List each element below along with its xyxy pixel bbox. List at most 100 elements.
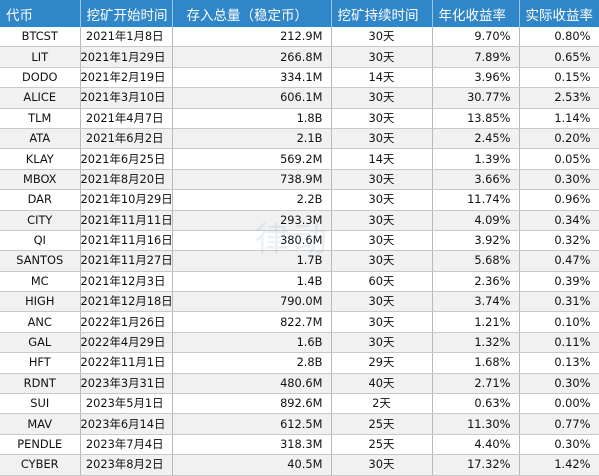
cell-start-date: 2021年6月2日 (80, 128, 173, 150)
cell-actual-yield: 0.11% (519, 332, 599, 354)
cell-token: HIGH (0, 291, 81, 313)
cell-token: LIT (0, 46, 81, 68)
table-row: DODO 2021年2月19日 334.1M 14天 3.96% 0.15% (0, 67, 599, 89)
cell-actual-yield: 2.53% (519, 87, 599, 109)
cell-total-deposit: 334.1M (172, 67, 332, 89)
table-row: MC 2021年12月3日 1.4B 60天 2.36% 0.39% (0, 271, 599, 293)
table-row: QI 2021年11月16日 380.6M 30天 3.92% 0.32% (0, 230, 599, 252)
cell-start-date: 2023年8月2日 (80, 454, 173, 476)
cell-duration: 30天 (331, 250, 433, 272)
cell-apr: 2.36% (432, 271, 520, 293)
cell-total-deposit: 266.8M (172, 46, 332, 68)
cell-duration: 30天 (331, 108, 433, 129)
cell-apr: 5.68% (432, 250, 520, 272)
table-row: HFT 2022年11月1日 2.8B 29天 1.68% 0.13% (0, 352, 599, 374)
cell-total-deposit: 790.0M (172, 291, 332, 313)
cell-actual-yield: 0.05% (519, 148, 599, 170)
cell-token: KLAY (0, 148, 81, 170)
cell-duration: 30天 (331, 454, 433, 476)
header-total-deposit: 存入总量（稳定币） (172, 0, 332, 27)
cell-duration: 25天 (331, 413, 433, 435)
table-row: RDNT 2023年3月31日 480.6M 40天 2.71% 0.30% (0, 373, 599, 395)
table-row: HIGH 2021年12月18日 790.0M 30天 3.74% 0.31% (0, 291, 599, 313)
cell-total-deposit: 1.4B (172, 271, 332, 293)
cell-duration: 14天 (331, 67, 433, 89)
cell-duration: 30天 (331, 332, 433, 354)
table-row: KLAY 2021年6月25日 569.2M 14天 1.39% 0.05% (0, 148, 599, 170)
cell-duration: 60天 (331, 271, 433, 293)
table-row: LIT 2021年1月29日 266.8M 30天 7.89% 0.65% (0, 46, 599, 68)
cell-actual-yield: 0.96% (519, 189, 599, 211)
cell-actual-yield: 0.10% (519, 311, 599, 333)
header-token: 代币 (0, 0, 81, 27)
cell-token: RDNT (0, 373, 81, 395)
cell-token: TLM (0, 108, 81, 129)
cell-token: MBOX (0, 169, 81, 191)
cell-duration: 2天 (331, 393, 433, 415)
header-row: 代币 挖矿开始时间 存入总量（稳定币） 挖矿持续时间 年化收益率 实际收益率 (0, 0, 599, 27)
cell-token: PENDLE (0, 434, 81, 456)
header-start-date: 挖矿开始时间 (80, 0, 173, 27)
cell-duration: 30天 (331, 291, 433, 313)
cell-total-deposit: 569.2M (172, 148, 332, 170)
table-row: TLM 2021年4月7日 1.8B 30天 13.85% 1.14% (0, 108, 599, 129)
cell-duration: 14天 (331, 148, 433, 170)
cell-start-date: 2021年3月10日 (80, 87, 173, 109)
cell-duration: 30天 (331, 87, 433, 109)
cell-start-date: 2022年11月1日 (80, 352, 173, 374)
cell-duration: 30天 (331, 128, 433, 150)
cell-apr: 3.66% (432, 169, 520, 191)
cell-duration: 30天 (331, 311, 433, 333)
cell-start-date: 2023年6月14日 (80, 413, 173, 435)
cell-total-deposit: 606.1M (172, 87, 332, 109)
cell-start-date: 2022年4月29日 (80, 332, 173, 354)
cell-total-deposit: 293.3M (172, 210, 332, 231)
table-row: ALICE 2021年3月10日 606.1M 30天 30.77% 2.53% (0, 87, 599, 109)
cell-duration: 30天 (331, 46, 433, 68)
table-row: MAV 2023年6月14日 612.5M 25天 11.30% 0.77% (0, 413, 599, 435)
cell-apr: 11.74% (432, 189, 520, 211)
cell-apr: 1.39% (432, 148, 520, 170)
cell-total-deposit: 380.6M (172, 230, 332, 252)
cell-token: CYBER (0, 454, 81, 476)
cell-total-deposit: 480.6M (172, 373, 332, 395)
cell-apr: 17.32% (432, 454, 520, 476)
cell-token: ALICE (0, 87, 81, 109)
cell-token: ATA (0, 128, 81, 150)
cell-start-date: 2021年1月8日 (80, 27, 173, 48)
cell-total-deposit: 1.7B (172, 250, 332, 272)
table-row: SANTOS 2021年11月27日 1.7B 30天 5.68% 0.47% (0, 250, 599, 272)
header-actual-yield: 实际收益率 (519, 0, 599, 27)
cell-duration: 30天 (331, 169, 433, 191)
cell-start-date: 2021年2月19日 (80, 67, 173, 89)
cell-start-date: 2021年1月29日 (80, 46, 173, 68)
cell-apr: 1.21% (432, 311, 520, 333)
cell-actual-yield: 0.31% (519, 291, 599, 313)
cell-apr: 3.96% (432, 67, 520, 89)
cell-duration: 25天 (331, 434, 433, 456)
cell-total-deposit: 2.1B (172, 128, 332, 150)
cell-start-date: 2021年8月20日 (80, 169, 173, 191)
cell-apr: 2.71% (432, 373, 520, 395)
cell-total-deposit: 892.6M (172, 393, 332, 415)
cell-start-date: 2021年11月11日 (80, 210, 173, 231)
cell-token: ANC (0, 311, 81, 333)
table-row: ANC 2022年1月26日 822.7M 30天 1.21% 0.10% (0, 311, 599, 333)
cell-apr: 9.70% (432, 27, 520, 48)
cell-total-deposit: 822.7M (172, 311, 332, 333)
cell-start-date: 2021年12月3日 (80, 271, 173, 293)
cell-token: GAL (0, 332, 81, 354)
table-row: GAL 2022年4月29日 1.6B 30天 1.32% 0.11% (0, 332, 599, 354)
cell-token: BTCST (0, 27, 81, 48)
cell-duration: 30天 (331, 189, 433, 211)
cell-actual-yield: 0.77% (519, 413, 599, 435)
table-row: SUI 2023年5月1日 892.6M 2天 0.63% 0.00% (0, 393, 599, 415)
cell-token: SUI (0, 393, 81, 415)
cell-token: MAV (0, 413, 81, 435)
table-row: ATA 2021年6月2日 2.1B 30天 2.45% 0.20% (0, 128, 599, 150)
cell-start-date: 2023年3月31日 (80, 373, 173, 395)
cell-actual-yield: 0.13% (519, 352, 599, 374)
cell-start-date: 2023年7月4日 (80, 434, 173, 456)
cell-apr: 4.09% (432, 210, 520, 231)
cell-actual-yield: 0.32% (519, 230, 599, 252)
